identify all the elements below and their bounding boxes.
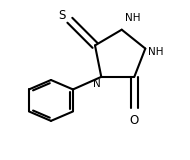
Text: S: S: [58, 9, 65, 22]
Text: NH: NH: [148, 47, 164, 57]
Text: N: N: [93, 79, 101, 89]
Text: O: O: [130, 114, 139, 127]
Text: NH: NH: [125, 13, 140, 23]
